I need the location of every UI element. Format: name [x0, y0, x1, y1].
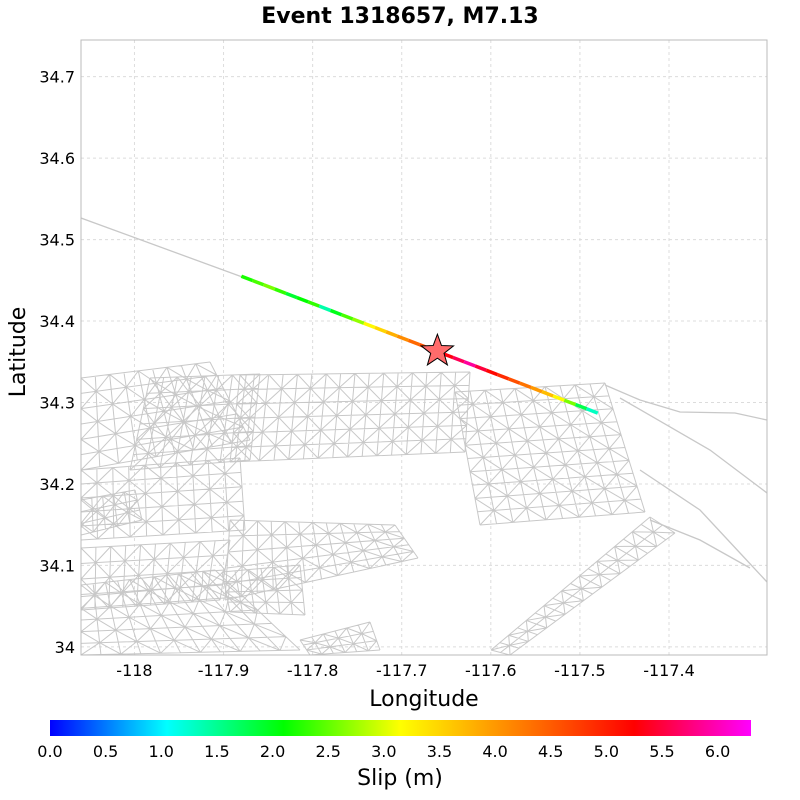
colorbar-tick-label: 4.5: [538, 742, 563, 761]
y-tick-label: 34.1: [39, 556, 75, 575]
rupture-slip-segment: [552, 394, 565, 402]
fault-trace-line: [639, 469, 767, 583]
y-tick-label: 34.7: [39, 68, 75, 87]
fault-mesh-patch: [299, 621, 381, 655]
x-tick-label: -118: [116, 661, 152, 680]
rupture-slip-segment: [530, 385, 543, 394]
hypocenter-star-icon: [419, 332, 455, 367]
colorbar-tick-label: 0.0: [37, 742, 62, 761]
fault-trace-line: [619, 397, 767, 494]
y-tick-label: 34.4: [39, 312, 75, 331]
grid: [81, 40, 767, 655]
rupture-slip-segment: [374, 325, 387, 334]
rupture-slip-segment: [340, 313, 354, 321]
rupture-slip-segment: [274, 287, 287, 295]
plot-frame: [80, 39, 768, 656]
fault-mesh-patch: [229, 371, 471, 463]
x-axis-label: Longitude: [369, 687, 478, 712]
colorbar: [50, 720, 751, 736]
rupture-slip-segment: [263, 283, 276, 291]
x-tick-label: -117.4: [643, 661, 695, 680]
rupture-slip-segment: [474, 364, 487, 372]
rupture-slip-segment: [296, 295, 309, 304]
y-tick-label: 34: [55, 638, 75, 657]
fault-trace-line: [649, 519, 751, 569]
fault-trace-line: [604, 384, 767, 421]
rupture-slip-segment: [385, 330, 398, 338]
rupture-slip-segment: [463, 360, 476, 368]
rupture-slip-segment: [363, 321, 376, 330]
colorbar-tick-label: 5.5: [649, 742, 674, 761]
x-tick-labels: -118 -117.9 -117.8 -117.7 -117.6 -117.5 -117.4: [116, 661, 694, 680]
y-tick-label: 34.6: [39, 149, 75, 168]
fault-mesh-patch: [81, 539, 231, 611]
x-tick-label: -117.6: [465, 661, 517, 680]
y-tick-labels: 34 34.1 34.2 34.3 34.4 34.5 34.6 34.7: [39, 68, 75, 657]
rupture-slip-segment: [396, 334, 410, 343]
colorbar-tick-label: 1.5: [204, 742, 229, 761]
colorbar-tick-label: 3.0: [371, 742, 396, 761]
rupture-slip-segment: [585, 407, 599, 415]
rupture-slip-segment: [496, 372, 510, 381]
chart-title: Event 1318657, M7.13: [261, 4, 538, 29]
colorbar-tick-label: 5.0: [594, 742, 619, 761]
y-tick-label: 34.5: [39, 231, 75, 250]
x-tick-label: -117.9: [198, 661, 250, 680]
colorbar-tick-label: 6.0: [705, 742, 730, 761]
y-axis-label: Latitude: [6, 307, 31, 398]
x-tick-label: -117.5: [554, 661, 606, 680]
y-tick-label: 34.2: [39, 475, 75, 494]
x-tick-label: -117.8: [287, 661, 339, 680]
colorbar-tick-labels: 0.0 0.5 1.0 1.5 2.0 2.5 3.0 3.5 4.0 4.5 5.0 5.5 6.0: [37, 742, 730, 761]
rupture-slip-segment: [508, 377, 521, 385]
rupture-slip-segment: [563, 398, 577, 407]
fault-mesh-patch: [81, 457, 246, 541]
rupture-slip-segment: [251, 278, 265, 287]
rupture-slip-segment: [329, 308, 343, 317]
colorbar-label: Slip (m): [357, 766, 443, 791]
colorbar-tick-label: 0.5: [93, 742, 118, 761]
x-tick-label: -117.7: [376, 661, 428, 680]
rupture-slip-segment: [407, 338, 421, 347]
rupture-slip-segment: [352, 317, 365, 325]
rupture-slip-segment: [574, 402, 588, 411]
background-fault-mesh: [81, 217, 767, 655]
colorbar-tick-label: 2.0: [260, 742, 285, 761]
fault-mesh-patch: [221, 564, 306, 616]
rupture-slip-segment: [285, 291, 298, 300]
colorbar-tick-label: 3.5: [427, 742, 452, 761]
rupture-slip-segment: [318, 304, 332, 313]
rupture-slip-segment: [452, 355, 465, 364]
rupture-slip-segment: [485, 368, 499, 377]
fault-mesh-patch: [490, 516, 676, 655]
fault-mesh-patch: [81, 361, 251, 471]
colorbar-tick-label: 1.0: [149, 742, 174, 761]
rupture-slip-segment: [541, 390, 554, 398]
colorbar-tick-label: 4.0: [482, 742, 507, 761]
fault-mesh-patch: [81, 489, 143, 536]
rupture-slip-segment: [307, 300, 320, 308]
y-tick-label: 34.3: [39, 393, 75, 412]
rupture-slip-segment: [519, 381, 532, 390]
colorbar-tick-label: 2.5: [315, 742, 340, 761]
rupture-slip-segment: [240, 274, 254, 283]
fault-trace-line: [81, 217, 246, 279]
